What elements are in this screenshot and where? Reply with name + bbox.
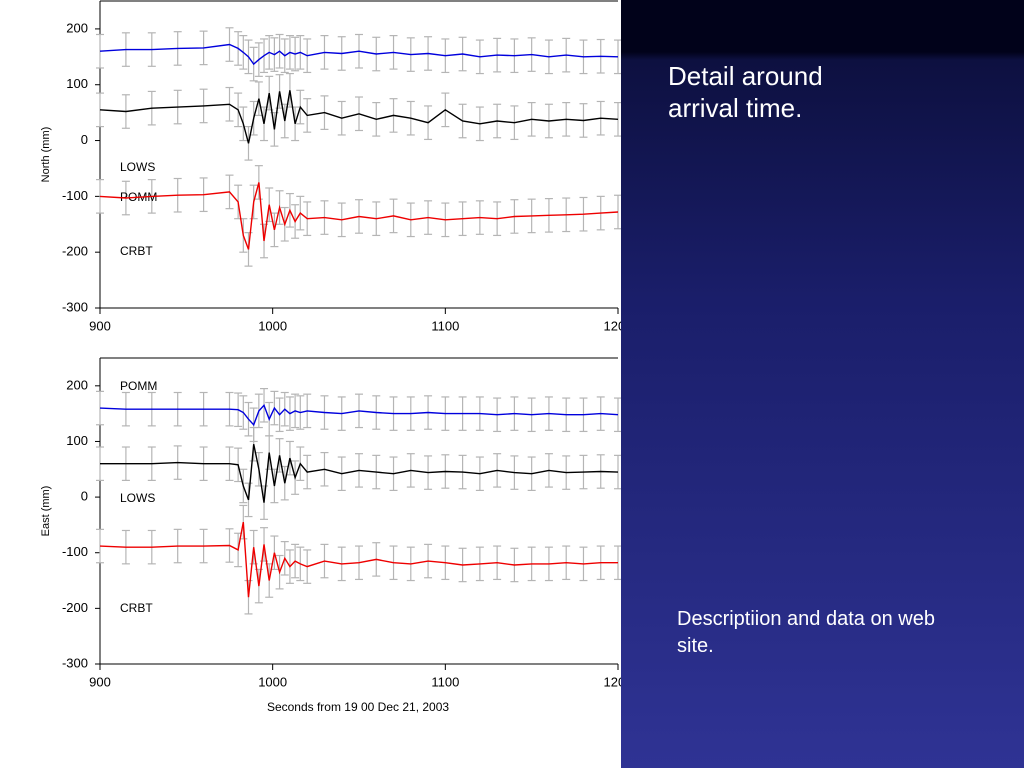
y-tick-label: 100 [66, 76, 88, 91]
y-axis-label: North (mm) [40, 127, 52, 183]
error-bar [96, 528, 104, 564]
series-line [99, 403, 619, 427]
series-line [100, 444, 619, 503]
y-tick-label: -300 [62, 655, 88, 670]
series-line [99, 521, 618, 598]
x-tick-label: 1100 [431, 674, 459, 689]
error-bar [614, 101, 621, 137]
x-tick-label: 1200 [604, 318, 621, 333]
y-tick-label: -100 [62, 188, 88, 203]
x-tick-label: 900 [89, 674, 111, 689]
y-tick-label: 100 [66, 433, 88, 448]
charts: 2001000-100-200-300900100011001200North … [40, 0, 621, 714]
error-bar [96, 33, 104, 69]
note: Descriptiion and data on web site. [677, 608, 935, 657]
x-tick-label: 1000 [258, 318, 287, 333]
series-label: POMM [120, 379, 157, 393]
y-axis-label: East (mm) [40, 486, 52, 537]
error-bar [96, 390, 104, 426]
error-bar [614, 194, 621, 230]
error-bar [614, 397, 621, 433]
x-tick-label: 1200 [604, 674, 621, 689]
series-label: LOWS [120, 160, 155, 174]
series-label: CRBT [120, 601, 153, 615]
heading: Detail around arrival time. [668, 61, 823, 123]
series-line [99, 182, 619, 250]
x-axis-label: Seconds from 19 00 Dec 21, 2003 [267, 700, 449, 714]
y-tick-label: 0 [81, 132, 88, 147]
side-panel: Detail around arrival time. Descriptiion… [621, 0, 1024, 768]
x-tick-label: 1000 [258, 674, 287, 689]
y-tick-label: -300 [62, 299, 88, 314]
error-bar [96, 179, 104, 214]
series-label: LOWS [120, 491, 155, 505]
x-tick-label: 1100 [431, 318, 459, 333]
series-line [99, 43, 619, 66]
x-tick-label: 900 [89, 318, 111, 333]
error-bar [614, 39, 621, 75]
y-tick-label: -200 [62, 244, 88, 259]
y-tick-label: -100 [62, 544, 88, 559]
y-tick-label: 0 [81, 489, 88, 504]
series-label: CRBT [120, 244, 153, 258]
y-tick-label: 200 [66, 377, 88, 392]
series-line [99, 90, 619, 144]
y-tick-label: 200 [66, 20, 88, 35]
y-tick-label: -200 [62, 600, 88, 615]
